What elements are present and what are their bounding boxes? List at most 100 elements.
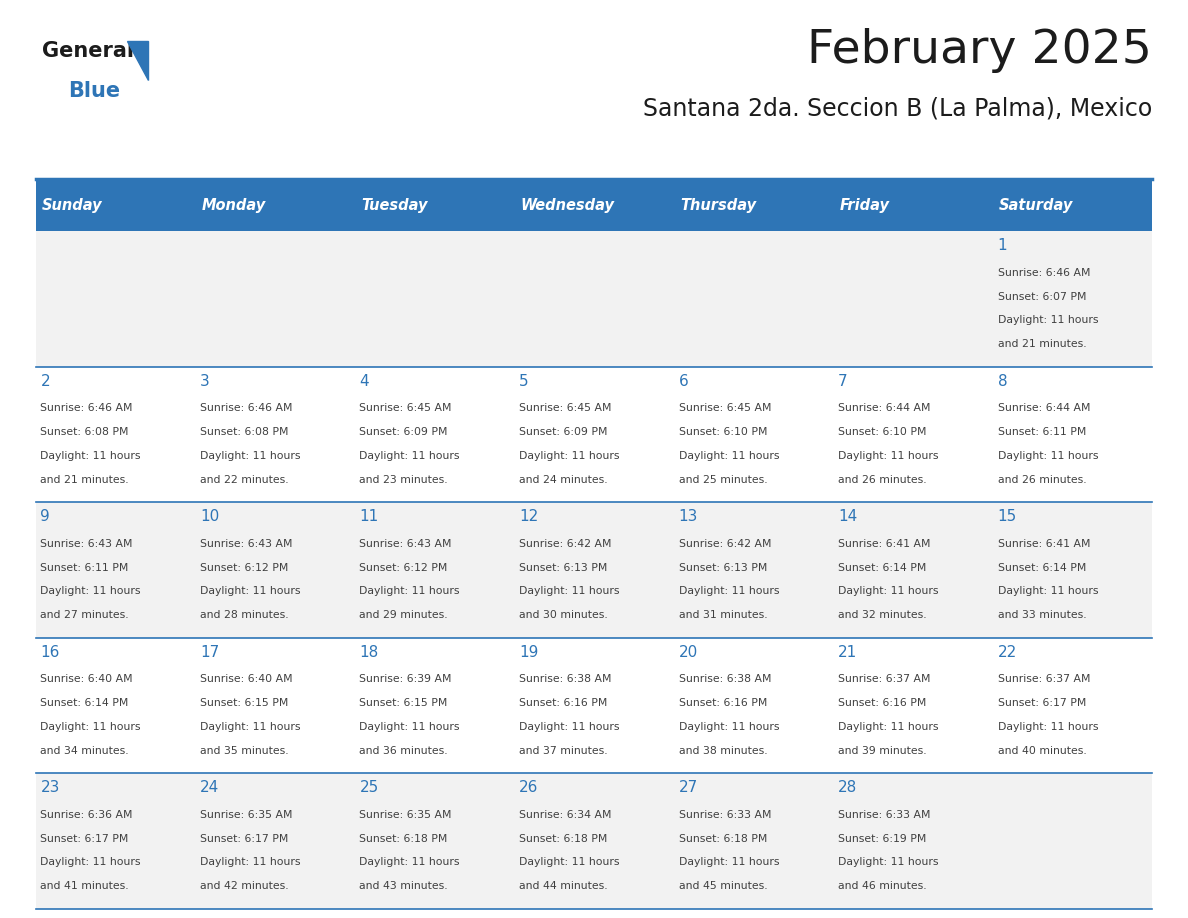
Bar [36,502,195,638]
Text: Daylight: 11 hours: Daylight: 11 hours [998,451,1098,461]
Text: Sunrise: 6:40 AM: Sunrise: 6:40 AM [40,675,133,685]
Text: Sunset: 6:16 PM: Sunset: 6:16 PM [838,698,927,708]
Bar [355,231,514,367]
Text: Sunrise: 6:42 AM: Sunrise: 6:42 AM [519,539,612,549]
Bar [514,638,674,773]
Text: 5: 5 [519,374,529,388]
Bar [993,773,1152,909]
Text: General: General [42,41,133,62]
Bar [36,773,195,909]
Text: Sunrise: 6:44 AM: Sunrise: 6:44 AM [838,403,930,413]
Text: Sunrise: 6:41 AM: Sunrise: 6:41 AM [838,539,930,549]
Text: Daylight: 11 hours: Daylight: 11 hours [200,857,301,868]
Text: and 42 minutes.: and 42 minutes. [200,881,289,891]
Text: 24: 24 [200,780,220,795]
Text: 26: 26 [519,780,538,795]
Text: Sunrise: 6:41 AM: Sunrise: 6:41 AM [998,539,1091,549]
Text: 12: 12 [519,509,538,524]
Text: Sunrise: 6:43 AM: Sunrise: 6:43 AM [360,539,451,549]
Bar [833,367,993,502]
Bar [36,231,195,367]
Text: and 45 minutes.: and 45 minutes. [678,881,767,891]
Text: Daylight: 11 hours: Daylight: 11 hours [678,451,779,461]
Text: Sunset: 6:17 PM: Sunset: 6:17 PM [40,834,128,844]
Bar [195,179,355,231]
Bar [36,367,195,502]
Text: and 36 minutes.: and 36 minutes. [360,745,448,756]
Bar [993,367,1152,502]
Text: and 21 minutes.: and 21 minutes. [40,475,129,485]
Bar [833,231,993,367]
Text: Daylight: 11 hours: Daylight: 11 hours [519,587,619,597]
Bar [514,502,674,638]
Text: Sunrise: 6:40 AM: Sunrise: 6:40 AM [200,675,292,685]
Bar [195,367,355,502]
Text: Saturday: Saturday [999,197,1074,213]
Text: Sunrise: 6:35 AM: Sunrise: 6:35 AM [200,810,292,820]
Text: Sunrise: 6:37 AM: Sunrise: 6:37 AM [998,675,1091,685]
Bar [355,367,514,502]
Text: 2: 2 [40,374,50,388]
Bar [514,179,674,231]
Bar [355,502,514,638]
Text: Sunrise: 6:39 AM: Sunrise: 6:39 AM [360,675,451,685]
Text: Sunset: 6:10 PM: Sunset: 6:10 PM [838,427,927,437]
Text: Daylight: 11 hours: Daylight: 11 hours [40,587,141,597]
Text: 14: 14 [838,509,858,524]
Text: and 24 minutes.: and 24 minutes. [519,475,607,485]
Text: and 23 minutes.: and 23 minutes. [360,475,448,485]
Text: Daylight: 11 hours: Daylight: 11 hours [200,722,301,732]
Text: 11: 11 [360,509,379,524]
Text: Daylight: 11 hours: Daylight: 11 hours [838,857,939,868]
Text: 17: 17 [200,644,220,660]
Text: Sunset: 6:12 PM: Sunset: 6:12 PM [200,563,289,573]
Text: 23: 23 [40,780,59,795]
Text: Daylight: 11 hours: Daylight: 11 hours [838,451,939,461]
Text: and 38 minutes.: and 38 minutes. [678,745,767,756]
Bar [514,773,674,909]
Text: Sunset: 6:14 PM: Sunset: 6:14 PM [40,698,128,708]
Text: Daylight: 11 hours: Daylight: 11 hours [40,451,141,461]
Text: Blue: Blue [68,81,120,101]
Text: Sunset: 6:09 PM: Sunset: 6:09 PM [519,427,607,437]
Bar [674,231,833,367]
Bar [36,179,195,231]
Bar [993,638,1152,773]
Text: and 33 minutes.: and 33 minutes. [998,610,1086,620]
Text: and 28 minutes.: and 28 minutes. [200,610,289,620]
Text: Sunrise: 6:35 AM: Sunrise: 6:35 AM [360,810,451,820]
Text: Sunset: 6:18 PM: Sunset: 6:18 PM [360,834,448,844]
Bar [993,231,1152,367]
Text: Wednesday: Wednesday [520,197,614,213]
Text: Sunrise: 6:34 AM: Sunrise: 6:34 AM [519,810,612,820]
Text: 21: 21 [838,644,858,660]
Text: Sunset: 6:11 PM: Sunset: 6:11 PM [40,563,128,573]
Text: Daylight: 11 hours: Daylight: 11 hours [519,451,619,461]
Text: Sunset: 6:10 PM: Sunset: 6:10 PM [678,427,767,437]
Bar [355,773,514,909]
Text: Sunrise: 6:46 AM: Sunrise: 6:46 AM [200,403,292,413]
Bar [674,179,833,231]
Text: Daylight: 11 hours: Daylight: 11 hours [40,857,141,868]
Bar [195,638,355,773]
Text: and 27 minutes.: and 27 minutes. [40,610,129,620]
Text: 3: 3 [200,374,210,388]
Bar [674,502,833,638]
Text: Sunrise: 6:45 AM: Sunrise: 6:45 AM [678,403,771,413]
Text: Santana 2da. Seccion B (La Palma), Mexico: Santana 2da. Seccion B (La Palma), Mexic… [643,96,1152,120]
Text: Sunrise: 6:45 AM: Sunrise: 6:45 AM [519,403,612,413]
Text: Daylight: 11 hours: Daylight: 11 hours [360,451,460,461]
Text: Sunset: 6:07 PM: Sunset: 6:07 PM [998,292,1086,302]
Text: 27: 27 [678,780,697,795]
Text: 15: 15 [998,509,1017,524]
Text: Sunset: 6:19 PM: Sunset: 6:19 PM [838,834,927,844]
Text: Daylight: 11 hours: Daylight: 11 hours [678,722,779,732]
Text: and 43 minutes.: and 43 minutes. [360,881,448,891]
Text: and 29 minutes.: and 29 minutes. [360,610,448,620]
Text: Sunset: 6:11 PM: Sunset: 6:11 PM [998,427,1086,437]
Text: Sunrise: 6:46 AM: Sunrise: 6:46 AM [998,268,1091,278]
Text: 8: 8 [998,374,1007,388]
Bar [36,638,195,773]
Text: Sunset: 6:16 PM: Sunset: 6:16 PM [519,698,607,708]
Text: Tuesday: Tuesday [361,197,428,213]
